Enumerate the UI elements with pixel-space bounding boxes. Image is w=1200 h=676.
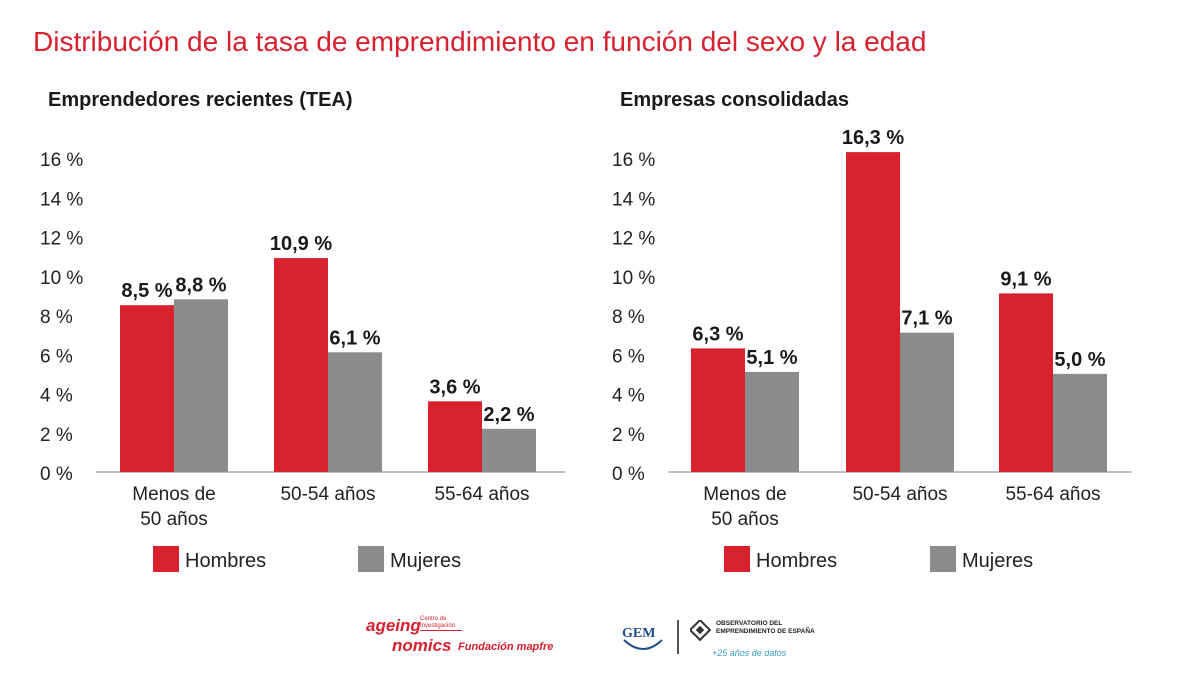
left-chart-ytick-label: 10 % [40, 268, 83, 289]
left-chart-category-label: 50 años [140, 509, 208, 530]
left-chart-bar-mujeres [174, 299, 228, 472]
left-chart-category-label: Menos de [132, 484, 215, 505]
logo-divider [677, 620, 679, 654]
left-chart-data-label: 8,8 % [175, 274, 226, 296]
right-chart-title: Empresas consolidadas [620, 89, 849, 111]
left-chart-ytick-label: 16 % [40, 150, 83, 171]
observatorio-logo: OBSERVATORIO DEL EMPRENDIMIENTO DE ESPAÑ… [690, 618, 830, 660]
left-chart-ytick-label: 6 % [40, 346, 73, 367]
left-chart-data-label: 3,6 % [429, 376, 480, 398]
left-chart-bar-hombres [428, 401, 482, 472]
gem-logo: GEM [618, 620, 668, 654]
left-chart-data-label: 6,1 % [329, 327, 380, 349]
ageingnomics-logo: ageing Centro de Investigación nomics Fu… [366, 616, 554, 655]
left-chart-bar-hombres [274, 258, 328, 472]
left-chart-legend-swatch-mujeres [358, 546, 384, 572]
left-chart-ytick-label: 14 % [40, 189, 83, 210]
left-chart-title: Emprendedores recientes (TEA) [48, 89, 353, 111]
left-chart-ytick-label: 8 % [40, 307, 73, 328]
left-chart-bar-mujeres [328, 352, 382, 472]
left-chart-legend-label: Hombres [185, 550, 266, 572]
left-chart-ytick-label: 12 % [40, 229, 83, 250]
left-chart-ytick-label: 4 % [40, 386, 73, 407]
left-chart-data-label: 10,9 % [270, 233, 332, 255]
left-chart-legend-label: Mujeres [390, 550, 461, 572]
left-chart-bar-hombres [120, 305, 174, 472]
observatorio-emblem-icon [690, 620, 712, 642]
left-chart-ytick-label: 2 % [40, 425, 73, 446]
left-chart-bar-mujeres [482, 428, 536, 472]
left-chart-data-label: 8,5 % [121, 280, 172, 302]
left-chart-ytick-label: 0 % [40, 464, 73, 485]
left-chart-data-label: 2,2 % [483, 404, 534, 426]
left-chart-category-label: 55-64 años [434, 484, 529, 505]
left-chart-category-label: 50-54 años [280, 484, 375, 505]
chart-main-title: Distribución de la tasa de emprendimient… [33, 26, 927, 57]
left-chart-legend-swatch-hombres [153, 546, 179, 572]
